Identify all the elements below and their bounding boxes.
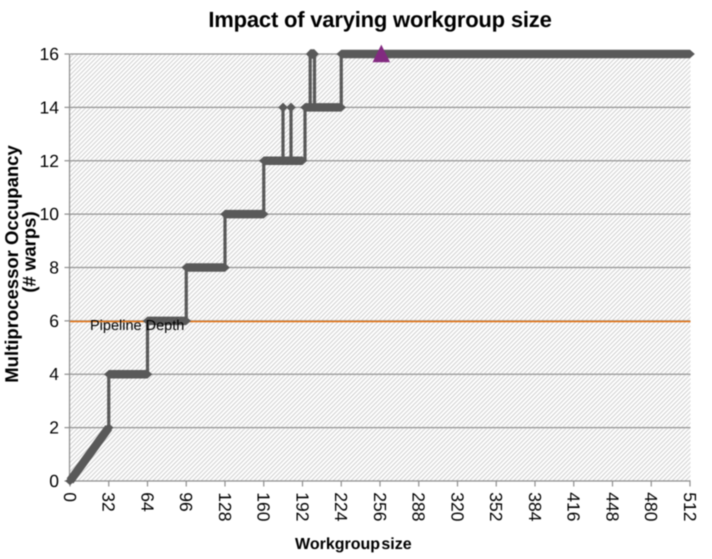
svg-text:256: 256 (370, 492, 390, 521)
svg-text:0: 0 (49, 471, 59, 491)
svg-text:64: 64 (137, 492, 157, 512)
svg-text:Multiprocessor Occupancy: Multiprocessor Occupancy (1, 145, 22, 383)
svg-text:6: 6 (49, 311, 59, 331)
svg-text:2: 2 (49, 418, 59, 438)
svg-text:224: 224 (331, 492, 351, 521)
svg-text:352: 352 (486, 492, 506, 521)
svg-text:Workgroup size: Workgroup size (295, 536, 412, 553)
svg-text:0: 0 (60, 492, 80, 502)
svg-text:Pipeline Depth: Pipeline Depth (90, 318, 184, 334)
svg-text:128: 128 (215, 492, 235, 521)
svg-text:16: 16 (40, 44, 59, 64)
svg-text:12: 12 (40, 151, 59, 171)
svg-text:10: 10 (40, 204, 60, 224)
svg-text:8: 8 (49, 258, 59, 278)
svg-text:Impact of varying workgroup si: Impact of varying workgroup size (208, 7, 551, 32)
svg-text:448: 448 (602, 492, 622, 521)
svg-text:14: 14 (40, 97, 60, 117)
svg-text:288: 288 (409, 492, 429, 521)
svg-text:384: 384 (525, 492, 545, 521)
svg-text:(# warps): (# warps) (19, 211, 40, 292)
svg-text:4: 4 (49, 364, 59, 384)
svg-text:32: 32 (99, 492, 119, 511)
svg-text:480: 480 (641, 492, 661, 521)
svg-text:192: 192 (292, 492, 312, 521)
svg-text:160: 160 (254, 492, 274, 521)
svg-text:320: 320 (447, 492, 467, 521)
svg-text:416: 416 (564, 492, 584, 521)
svg-text:512: 512 (680, 492, 700, 521)
svg-text:96: 96 (176, 492, 196, 511)
